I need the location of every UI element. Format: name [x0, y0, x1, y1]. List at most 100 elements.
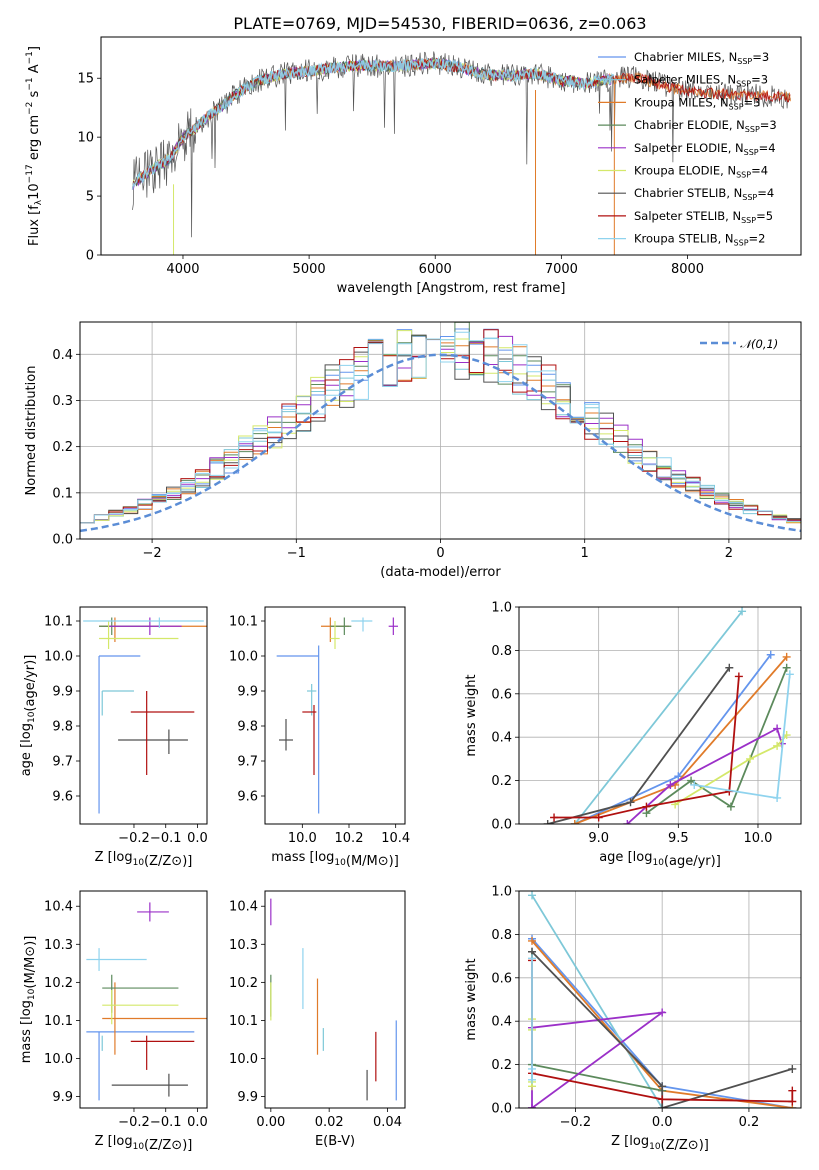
weight-marker: [528, 1104, 537, 1108]
legend-label: Kroupa ELODIE, NSSP=4: [634, 164, 768, 180]
panel-age_vs_mass: 10.0 10.2 10.4 9.6 9.7 9.8 9.9 10.0 10.1 mass [lo…: [229, 606, 410, 869]
y-tick-label: 10.3: [229, 938, 258, 953]
model-spectrum: [132, 57, 791, 190]
panel-mass_vs_Z: −0.2 −0.1 0.0 9.9 10.0 10.1 10.2 10.3 10.4 Z [log…: [19, 890, 208, 1153]
y-tick-label: 0.0: [491, 818, 512, 833]
y-tick-label: 0.2: [491, 1058, 512, 1073]
y-tick-label: 0.1: [52, 486, 73, 501]
x-tick-label: 10.0: [288, 831, 317, 846]
x-tick-label: −0.1: [150, 831, 182, 846]
y-tick-label: 9.6: [52, 790, 73, 805]
y-tick-label: 9.9: [52, 1090, 73, 1105]
weight-marker: [773, 724, 782, 733]
weight-marker: [738, 607, 747, 616]
panel-weight_vs_age: 9.0 9.5 10.0 0.0 0.2 0.4 0.6 0.8 1.0 age [log10(a…: [464, 601, 802, 869]
residual-histogram: [80, 328, 801, 524]
y-tick-label: 10: [77, 131, 94, 146]
weight-marker: [782, 652, 791, 661]
x-tick-label: 9.5: [668, 831, 689, 846]
weight-line: [531, 894, 793, 1108]
x-axis-label: (data-model)/error: [380, 565, 501, 580]
x-tick-label: 5000: [293, 262, 326, 277]
y-tick-label: 0: [86, 249, 94, 264]
y-tick-label: 9.8: [52, 720, 73, 735]
legend-label: Salpeter MILES, NSSP=3: [634, 73, 768, 89]
normal-curve: [80, 353, 801, 533]
x-tick-label: −0.2: [560, 1115, 592, 1130]
plot-area-mass_vs_Z: [86, 902, 207, 1101]
weight-marker: [658, 1008, 667, 1017]
y-tick-label: 0.4: [491, 1015, 512, 1030]
weight-marker: [528, 891, 537, 900]
y-tick-label: 0.2: [52, 440, 73, 455]
weight-line: [674, 734, 788, 806]
weight-line: [574, 610, 743, 824]
weight-marker: [543, 820, 552, 824]
weight-marker: [746, 754, 755, 763]
plot-area-weight_vs_Z: [528, 891, 797, 1108]
y-axis-label: mass weight: [464, 958, 479, 1040]
y-tick-label: 9.7: [237, 755, 258, 770]
weight-marker: [594, 813, 603, 822]
weight-marker: [528, 954, 537, 963]
y-tick-label: 10.2: [44, 976, 73, 991]
weight-marker: [550, 813, 559, 822]
x-tick-label: 0.02: [315, 1115, 344, 1130]
weight-marker: [734, 672, 743, 681]
weight-marker: [782, 663, 791, 672]
weight-line: [626, 727, 783, 824]
weight-marker: [658, 1082, 667, 1091]
weight-marker: [626, 798, 635, 807]
y-tick-label: 5: [86, 190, 94, 205]
weight-line: [645, 667, 788, 814]
legend-label: Chabrier ELODIE, NSSP=3: [634, 118, 777, 134]
y-tick-label: 0.4: [52, 348, 73, 363]
x-tick-label: 7000: [545, 262, 578, 277]
y-tick-label: 9.6: [237, 790, 258, 805]
weight-marker: [726, 802, 735, 811]
weight-marker: [773, 793, 782, 802]
plot-area-residuals: [80, 322, 801, 533]
axes-frame: [264, 890, 406, 1109]
y-tick-label: 10.4: [44, 900, 73, 915]
y-tick-label: 0.8: [491, 644, 512, 659]
y-tick-label: 10.2: [229, 976, 258, 991]
legend-label: Kroupa MILES, NSSP=3: [634, 95, 760, 111]
legend-label: 𝒩(0,1): [740, 337, 778, 351]
axes-frame: [264, 606, 406, 825]
y-tick-label: 1.0: [491, 885, 512, 900]
weight-marker: [785, 670, 794, 679]
x-tick-label: 0.0: [652, 1115, 673, 1130]
weight-marker: [674, 772, 683, 781]
x-tick-label: 6000: [419, 262, 452, 277]
x-tick-label: 8000: [671, 262, 704, 277]
x-tick-label: 0.2: [739, 1115, 760, 1130]
y-axis-label: mass [log10(M/M⊙)]: [19, 936, 38, 1064]
x-tick-label: 10.2: [335, 831, 364, 846]
y-tick-label: 9.9: [237, 1090, 258, 1105]
y-tick-label: 0.0: [491, 1102, 512, 1117]
weight-marker: [766, 650, 775, 659]
y-tick-label: 9.9: [237, 685, 258, 700]
y-tick-label: 9.7: [52, 755, 73, 770]
panel-residuals: −2 −1 0 1 2 0.0 0.1 0.2 0.3 0.4 (data-model)/error…: [24, 321, 802, 580]
y-tick-label: 0.2: [491, 774, 512, 789]
weight-marker: [528, 936, 537, 945]
y-axis-label: Flux [fλ10−17 erg cm−2 s−1 A−1]: [25, 46, 44, 246]
y-tick-label: 0.4: [491, 731, 512, 746]
x-tick-label: 2: [725, 546, 733, 561]
y-tick-label: 0.0: [52, 533, 73, 548]
weight-line: [574, 654, 772, 824]
x-tick-label: 0: [436, 546, 444, 561]
axes-frame: [518, 890, 802, 1109]
y-tick-label: 10.1: [44, 1014, 73, 1029]
weight-marker: [623, 820, 632, 824]
weight-marker: [666, 780, 675, 789]
x-axis-label: wavelength [Angstrom, rest frame]: [337, 281, 566, 296]
weight-marker: [788, 1097, 797, 1106]
y-tick-label: 10.0: [229, 1052, 258, 1067]
x-axis-label: Z [log10(Z/Z⊙)]: [611, 1134, 709, 1153]
x-tick-label: −0.2: [118, 831, 150, 846]
x-axis-label: E(B-V): [315, 1134, 355, 1149]
